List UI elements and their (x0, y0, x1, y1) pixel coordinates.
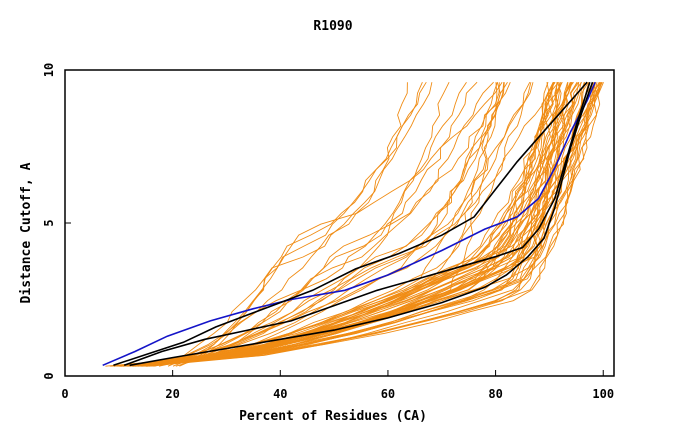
model-curve (120, 82, 573, 367)
background-model-curves (105, 81, 604, 367)
model-curve (120, 82, 573, 367)
model-curve (119, 82, 562, 367)
model-curve (148, 82, 554, 367)
y-tick-label: 10 (42, 63, 56, 77)
model-curve (122, 82, 594, 367)
model-curve (120, 82, 571, 367)
model-curve (175, 81, 508, 367)
model-curve (144, 82, 498, 367)
y-axis-ticks: 0 5 10 (42, 63, 71, 380)
model-curve (132, 81, 556, 367)
model-curve (123, 81, 601, 367)
model-curve (137, 82, 562, 367)
model-curve (135, 82, 590, 367)
model-curve (152, 82, 534, 367)
highlight-series-line-2 (123, 81, 591, 367)
y-axis-label: Distance Cutoff, A (19, 162, 34, 303)
model-curve (130, 82, 505, 367)
highlight-series-line-3 (129, 81, 594, 367)
model-curve (142, 82, 602, 367)
y-tick-label: 0 (42, 372, 56, 379)
model-curve (145, 82, 433, 367)
model-curve (140, 81, 531, 367)
model-curve (147, 82, 602, 367)
model-curve (121, 82, 505, 367)
x-tick-label: 60 (381, 387, 395, 401)
model-curve (144, 82, 408, 367)
model-curve (141, 82, 603, 367)
model-curve (113, 82, 563, 367)
model-curve (154, 81, 478, 367)
model-curve (146, 82, 598, 367)
model-curve (122, 82, 500, 367)
model-curve (167, 81, 427, 367)
x-tick-label: 40 (273, 387, 287, 401)
highlight-series-line-1 (113, 81, 588, 367)
x-axis-label: Percent of Residues (CA) (239, 409, 427, 424)
chart-title: R1090 (313, 19, 352, 34)
model-curve (132, 81, 579, 367)
model-curve (148, 81, 589, 367)
model-curve (145, 82, 555, 367)
model-curve (120, 82, 569, 367)
model-curve (146, 81, 554, 367)
highlight-model-curves (102, 81, 596, 367)
x-tick-label: 0 (61, 387, 68, 401)
y-tick-label: 5 (42, 219, 56, 226)
x-axis-ticks: 0 20 40 60 80 100 (61, 370, 614, 401)
x-tick-label: 20 (165, 387, 179, 401)
highlight-series-line-0 (102, 81, 596, 367)
model-curve (129, 82, 498, 367)
model-curve (172, 81, 503, 367)
x-tick-label: 80 (488, 387, 502, 401)
model-curve (128, 82, 501, 367)
model-curve (146, 81, 450, 367)
model-curve (127, 82, 601, 367)
x-tick-label: 100 (592, 387, 614, 401)
